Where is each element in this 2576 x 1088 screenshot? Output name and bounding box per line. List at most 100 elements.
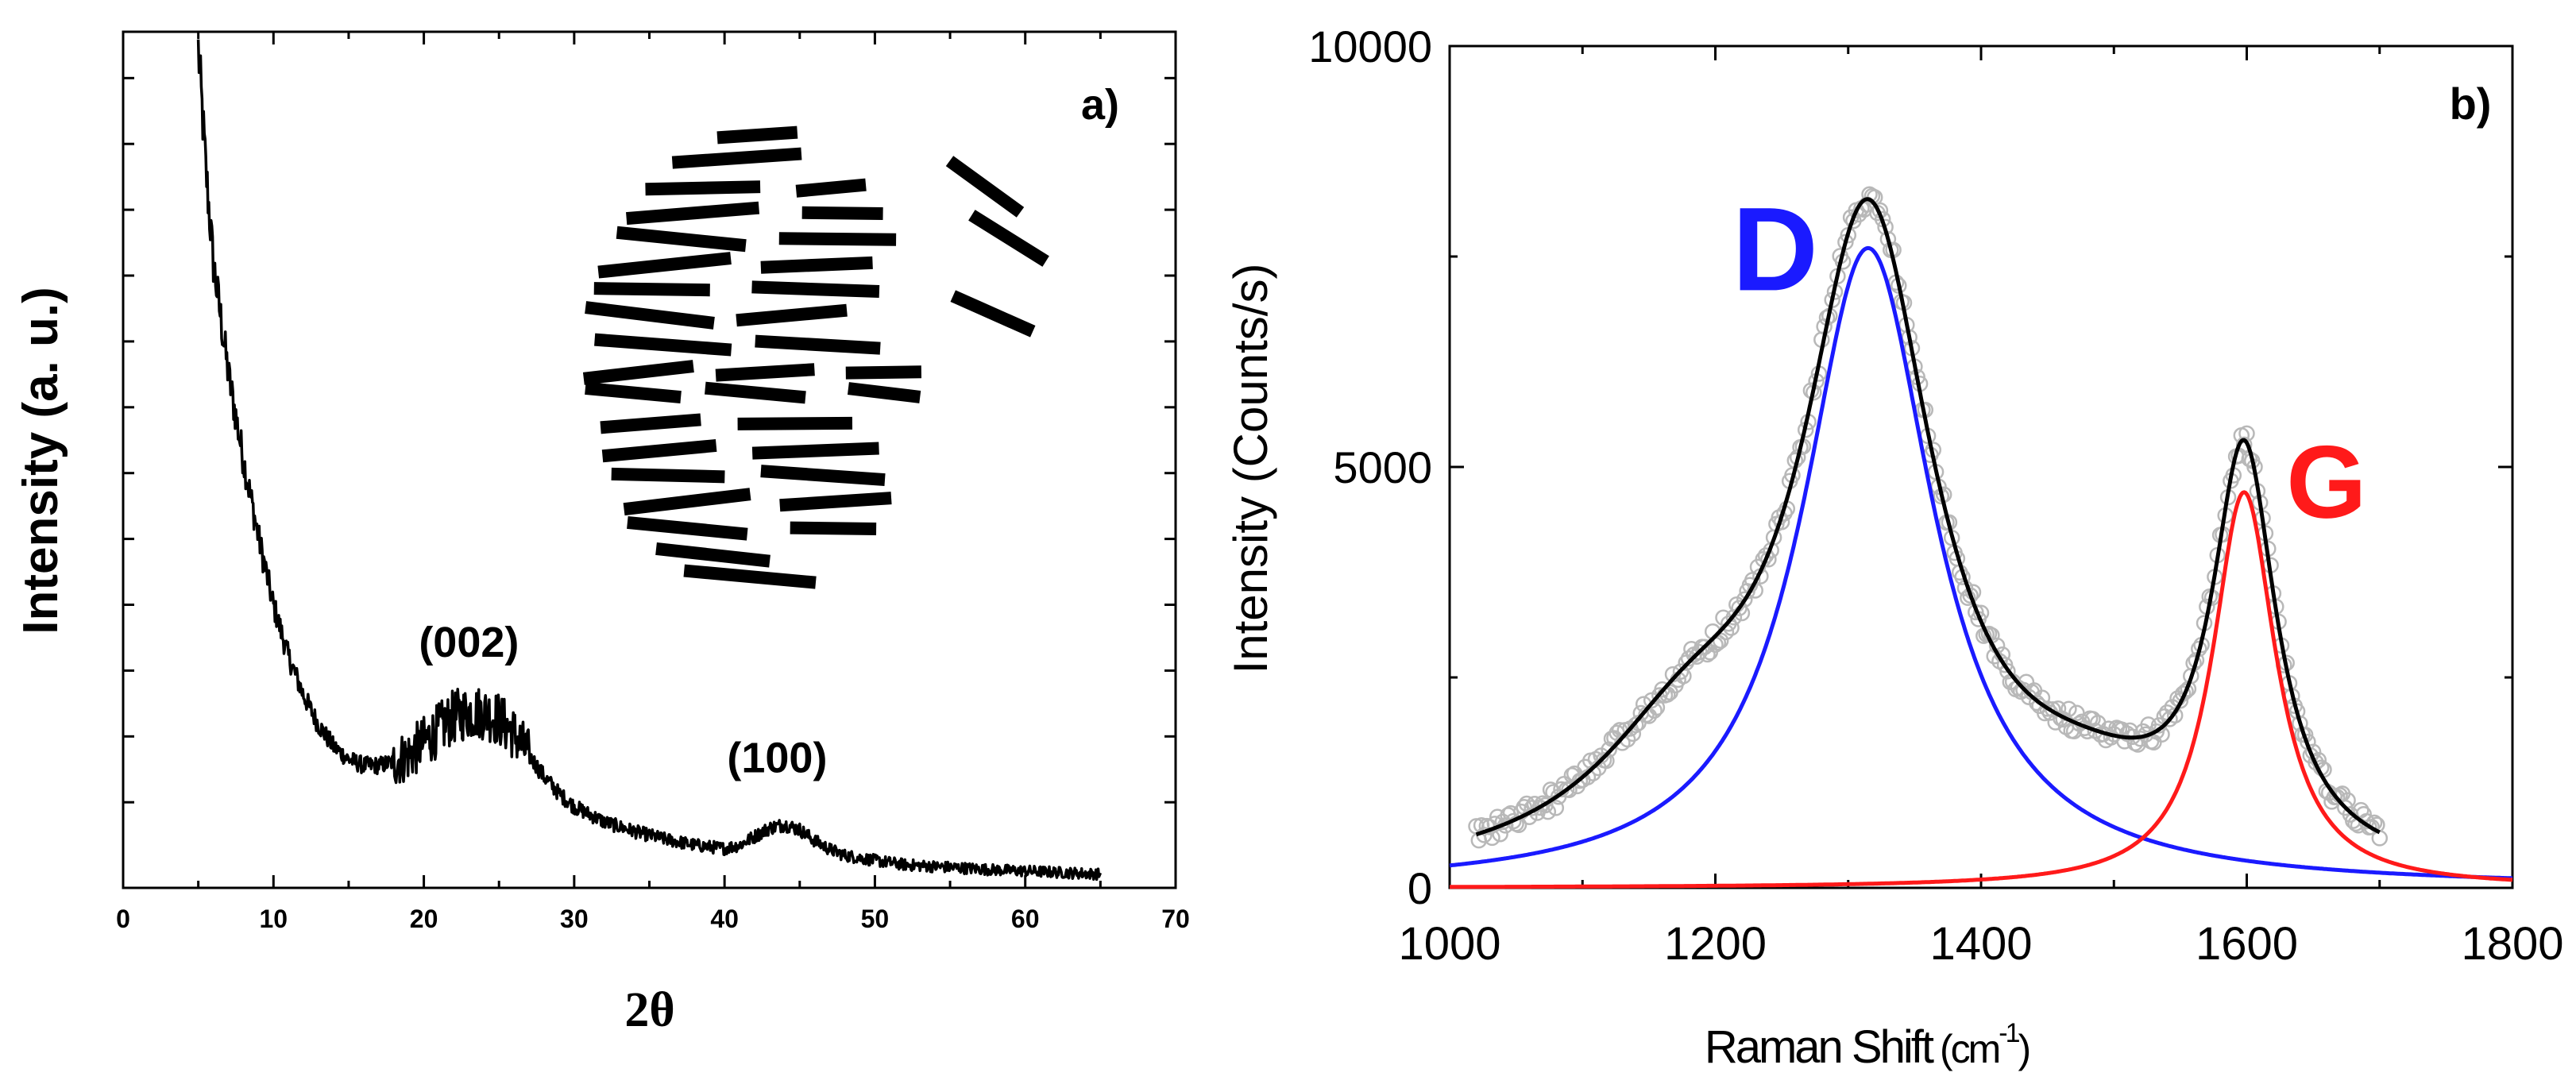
layer-bar-shape (778, 232, 897, 246)
data-point (2172, 692, 2189, 709)
panel-b-x-tick-label: 1000 (1398, 918, 1500, 970)
layer-bar (671, 147, 802, 169)
panel-a-y-axis-title: Intensity (a. u.) (14, 287, 68, 634)
layer-bar (779, 492, 892, 512)
layer-bar-shape (585, 381, 682, 404)
layer-bar-shape (779, 492, 892, 512)
x-axis-title-exponent: -1 (1999, 1018, 2019, 1048)
layer-bar (585, 301, 715, 330)
data-point (2177, 683, 2194, 700)
panel-a-x-tick-label: 10 (259, 905, 288, 933)
layer-bar-shape (760, 256, 873, 274)
total-fit-line (1475, 197, 2381, 837)
layer-bar (847, 382, 921, 403)
layer-bar-shape (611, 467, 725, 484)
layer-bar-tilted (945, 156, 1025, 218)
layer-bar (601, 438, 717, 463)
layer-bar (715, 363, 815, 382)
panel-a-x-ticks: 0 10 20 30 40 50 60 70 (116, 32, 1190, 933)
panel-b-x-tick-label: 1200 (1664, 918, 1767, 970)
layer-bar-shape (755, 334, 881, 355)
layer-bar-shape (845, 365, 922, 380)
x-axis-title-close: ) (2018, 1027, 2030, 1071)
layer-bar-shape (705, 381, 806, 404)
panel-a-y-ticks (123, 76, 1176, 804)
panel-a-x-tick-label: 70 (1161, 905, 1190, 933)
layer-bar-shape (601, 438, 717, 463)
data-point (2166, 707, 2184, 723)
layer-bar (593, 282, 710, 297)
panel-b-series (1449, 186, 2513, 889)
data-point (2235, 436, 2253, 453)
layer-bar (585, 381, 682, 404)
layer-bar (760, 465, 886, 487)
data-point (1962, 587, 1979, 604)
panel-a-x-tick-label: 30 (560, 905, 589, 933)
layer-bar-shape (847, 382, 921, 403)
panel-a-x-tick-label: 40 (710, 905, 739, 933)
layer-bar-shape (736, 303, 848, 327)
layer-bar (736, 303, 848, 327)
layer-bar-shape (671, 147, 802, 169)
layer-bar-tilted (950, 290, 1036, 338)
panel-b-x-axis-title: Raman Shift (cm-1) (1705, 1018, 2030, 1073)
peak-label-100: (100) (727, 734, 827, 781)
data-point (1699, 646, 1716, 663)
layer-bar-shape (751, 442, 879, 460)
layer-bar-shape (645, 180, 761, 196)
layer-bar-shape (593, 282, 710, 297)
panel-a-x-tick-label: 50 (861, 905, 890, 933)
panel-b-y-tick-label: 10000 (1308, 21, 1432, 71)
layer-bar (627, 515, 748, 541)
layer-bar (801, 206, 883, 221)
layer-bar-shape (760, 465, 886, 487)
panel-b-x-ticks: 1000 1200 1400 1600 1800 (1398, 46, 2564, 970)
layer-bar-shape (655, 542, 770, 568)
layer-bar-shape (627, 515, 748, 541)
layer-bar (582, 360, 694, 385)
layer-bar (683, 564, 817, 589)
panel-a-plot-frame (122, 30, 1177, 889)
layer-bar (845, 365, 922, 380)
layer-bar-shape (597, 252, 732, 279)
peak-label-002: (002) (419, 619, 519, 666)
data-point (1736, 591, 1753, 608)
layer-bar (760, 256, 873, 274)
layer-bar (755, 334, 881, 355)
data-point (2371, 830, 2389, 847)
layer-bar-shape (600, 413, 701, 434)
panel-b-x-tick-label: 1400 (1929, 918, 2032, 970)
layer-bar-shape (715, 363, 815, 382)
data-point (1547, 800, 1565, 816)
layer-bar (751, 442, 879, 460)
layer-bar (751, 280, 880, 298)
layer-bar-shape (790, 521, 877, 535)
g-band-label: G (2286, 424, 2366, 540)
layer-bar-shape (801, 206, 883, 221)
panel-b-x-tick-label: 1600 (2196, 918, 2298, 970)
d-band-label: D (1732, 182, 1818, 315)
panel-b-y-tick-label: 0 (1408, 863, 1432, 913)
x-axis-title-main: Raman Shift (1705, 1021, 1934, 1073)
layer-bar-shape (582, 360, 694, 385)
layer-bar (655, 542, 770, 568)
data-point (2039, 700, 2056, 717)
layer-bar (645, 180, 761, 196)
layer-bar (623, 488, 751, 516)
data-point (2060, 700, 2077, 717)
layer-bar-shape (737, 416, 853, 430)
panel-a-label: a) (1081, 81, 1119, 129)
panel-a-xrd: 0 10 20 30 40 50 60 70 a) (002) (100) 2θ Intens… (14, 30, 1190, 1037)
panel-a-inset-schematic (582, 125, 1049, 589)
layer-bar (778, 232, 897, 246)
layer-bar-shape (594, 333, 732, 357)
panel-b-raman: 1000 1200 1400 1600 1800 0 5000 10000 b) D G R… (1224, 21, 2564, 1073)
panel-a-xrd-curve (196, 39, 1103, 882)
layer-bar (626, 201, 760, 226)
layer-bar-shape (623, 488, 751, 516)
layer-bar-shape (683, 564, 817, 589)
layer-bar (705, 381, 806, 404)
layer-bar (737, 416, 853, 430)
panel-a-x-axis-title: 2θ (624, 983, 674, 1037)
